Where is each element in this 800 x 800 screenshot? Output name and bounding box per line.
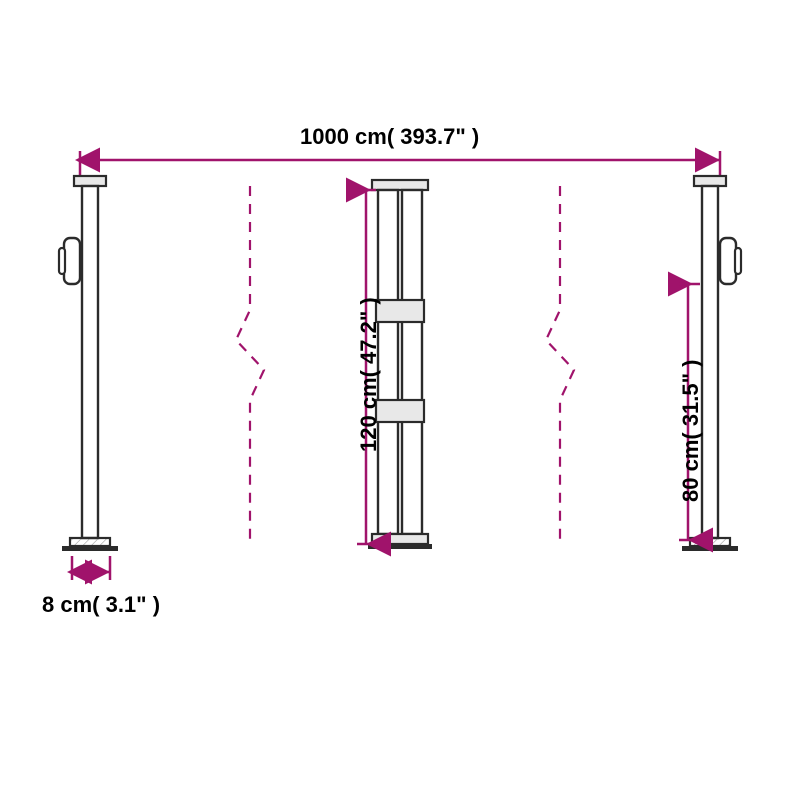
dimension-diagram: 1000 cm( 393.7" ) 120 cm( 47.2" ) 80 cm(… — [0, 0, 800, 800]
dim-base-width — [72, 556, 110, 580]
label-base-width: 8 cm( 3.1" ) — [42, 592, 160, 618]
label-width: 1000 cm( 393.7" ) — [300, 124, 479, 150]
left-post — [59, 176, 118, 551]
label-post-height: 80 cm( 31.5" ) — [678, 359, 704, 502]
label-height: 120 cm( 47.2" ) — [356, 297, 382, 452]
dim-width — [80, 151, 720, 178]
break-line-left — [236, 186, 264, 544]
break-line-right — [546, 186, 574, 544]
